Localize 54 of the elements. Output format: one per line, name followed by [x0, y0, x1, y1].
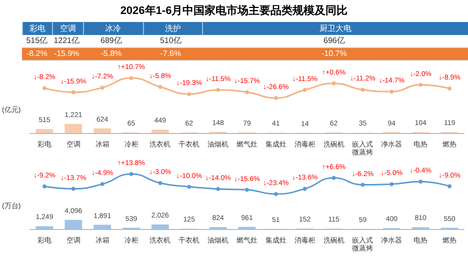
point [245, 90, 249, 94]
bar [152, 224, 169, 229]
point [158, 181, 162, 186]
point [390, 90, 394, 94]
bar [152, 130, 169, 133]
point [448, 86, 452, 91]
point [448, 184, 452, 188]
point [360, 88, 365, 92]
data-label: -7.6% [159, 48, 182, 60]
point [302, 88, 307, 92]
point [418, 82, 423, 87]
point [390, 182, 394, 186]
point [158, 84, 162, 89]
point [216, 186, 220, 191]
category-label: 厨卫大电 [202, 22, 468, 35]
point [129, 172, 134, 176]
category-label: 冰冷 [82, 22, 143, 35]
data-label: 515亿 [25, 35, 49, 47]
point [302, 186, 307, 191]
point [245, 188, 249, 192]
point [274, 96, 278, 100]
bar [64, 124, 82, 133]
point [418, 180, 423, 184]
text: 2026年1-6月中国家电市场主要品类规模及同比 [119, 4, 349, 19]
point [360, 182, 365, 187]
point [71, 186, 76, 191]
bar [36, 129, 54, 133]
point [187, 184, 192, 189]
bar [36, 226, 54, 229]
point [274, 192, 278, 196]
bar [64, 220, 82, 229]
data-label: 1221亿 [52, 35, 80, 47]
point [187, 92, 192, 96]
point [129, 76, 134, 80]
data-label: 696亿 [322, 35, 346, 47]
point [100, 182, 104, 186]
point [42, 184, 46, 188]
data-label: -5.8% [100, 48, 123, 60]
category-label: 洗护 [142, 22, 202, 35]
bar [94, 128, 112, 133]
point [71, 90, 76, 94]
point [42, 86, 46, 90]
data-label: -15.9% [52, 48, 80, 60]
bar [94, 224, 112, 229]
point [332, 81, 336, 86]
category-label: 空调 [52, 22, 83, 35]
data-label: 689亿 [100, 35, 123, 47]
data-label: -8.2% [25, 48, 48, 60]
category-label: 彩电 [22, 22, 52, 35]
data-label: 510亿 [158, 35, 182, 47]
point [100, 86, 104, 90]
point [332, 176, 336, 180]
data-label: -10.7% [320, 48, 348, 60]
point [216, 88, 220, 92]
